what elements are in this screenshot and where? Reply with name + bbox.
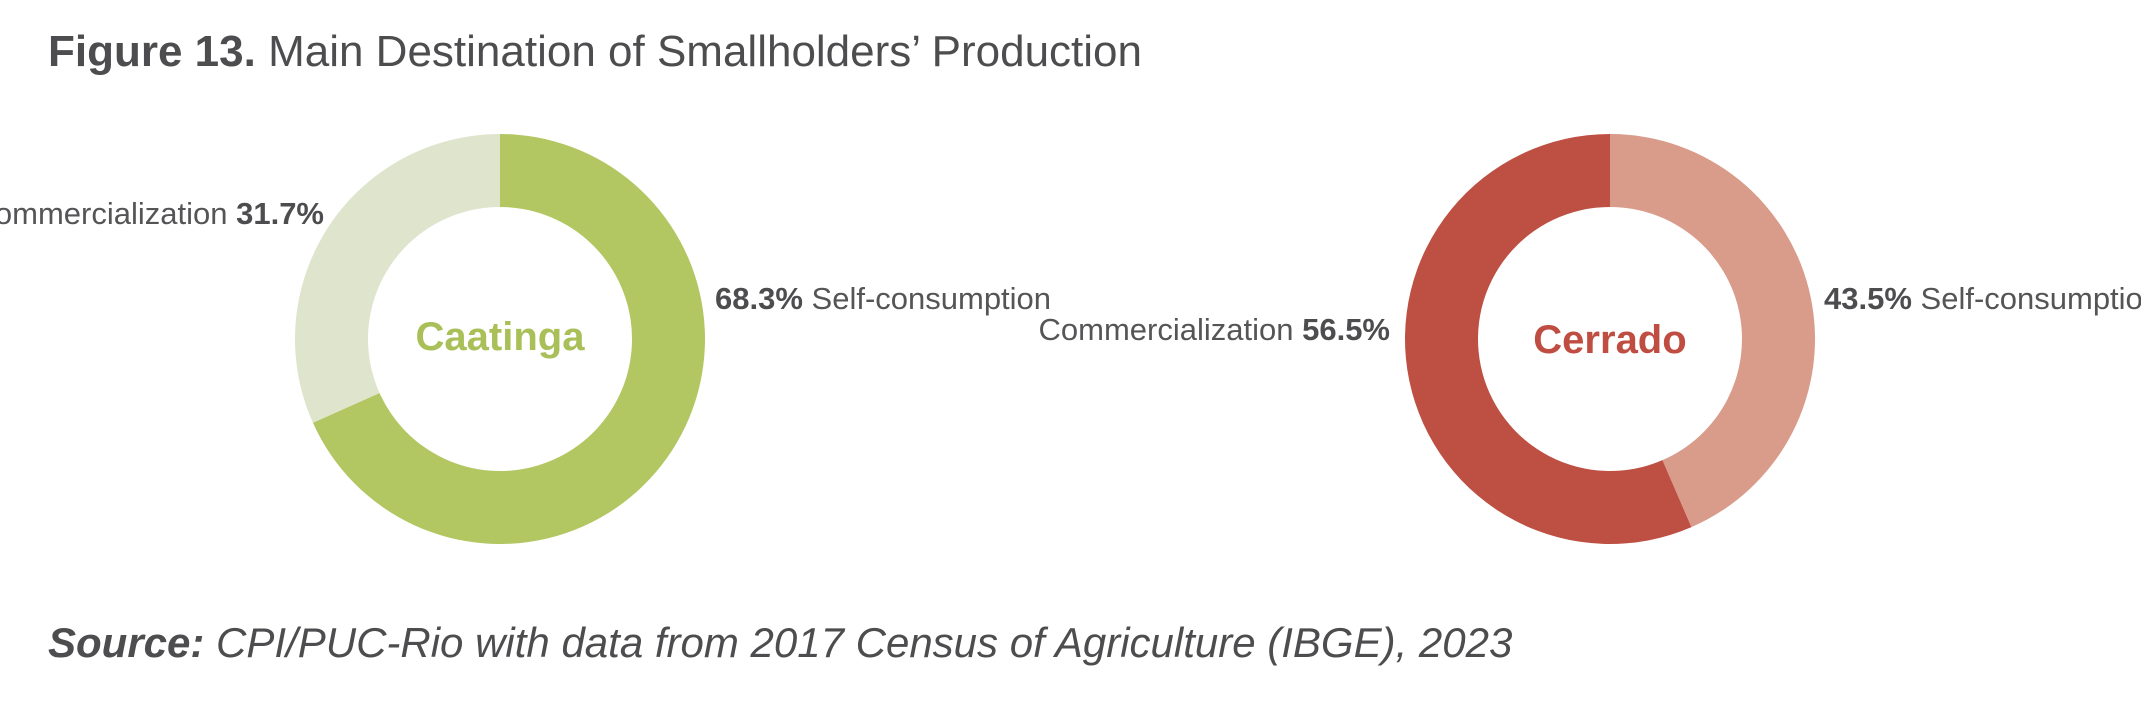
figure-number: Figure 13.	[48, 27, 256, 76]
label-caatinga-commercialization: Commercialization 31.7%	[0, 196, 324, 231]
label-cerrado-commercialization: Commercialization 56.5%	[1039, 312, 1391, 347]
center-label-cerrado: Cerrado	[1533, 318, 1686, 362]
label-cerrado-self-consumption-value: 43.5%	[1824, 281, 1912, 316]
donut-caatinga: Caatinga	[295, 134, 706, 545]
slice-cerrado-commercialization	[1405, 134, 1692, 544]
source-note: Source: CPI/PUC-Rio with data from 2017 …	[48, 615, 1512, 671]
label-caatinga-self-consumption-name: Self-consumption	[812, 281, 1052, 316]
label-caatinga-commercialization-value: 31.7%	[236, 196, 324, 231]
label-caatinga-self-consumption-value: 68.3%	[715, 281, 803, 316]
label-cerrado-commercialization-value: 56.5%	[1302, 312, 1390, 347]
source-label: Source:	[48, 619, 205, 666]
label-cerrado-commercialization-name: Commercialization	[1039, 312, 1294, 347]
center-label-caatinga: Caatinga	[416, 315, 586, 359]
source-text: CPI/PUC-Rio with data from 2017 Census o…	[216, 619, 1513, 666]
label-caatinga-self-consumption: 68.3% Self-consumption	[715, 281, 1051, 316]
figure-title: Figure 13. Main Destination of Smallhold…	[48, 22, 1142, 82]
label-cerrado-self-consumption-name: Self-consumption	[1921, 281, 2141, 316]
slice-caatinga-commercialization	[295, 134, 500, 423]
slice-cerrado-self-consumption	[1610, 134, 1815, 528]
donut-cerrado: Cerrado	[1405, 134, 1815, 544]
figure-title-text: Main Destination of Smallholders’ Produc…	[268, 27, 1142, 76]
label-caatinga-commercialization-name: Commercialization	[0, 196, 227, 231]
slice-caatinga-self-consumption	[312, 134, 706, 545]
label-cerrado-self-consumption: 43.5% Self-consumption	[1824, 281, 2141, 316]
